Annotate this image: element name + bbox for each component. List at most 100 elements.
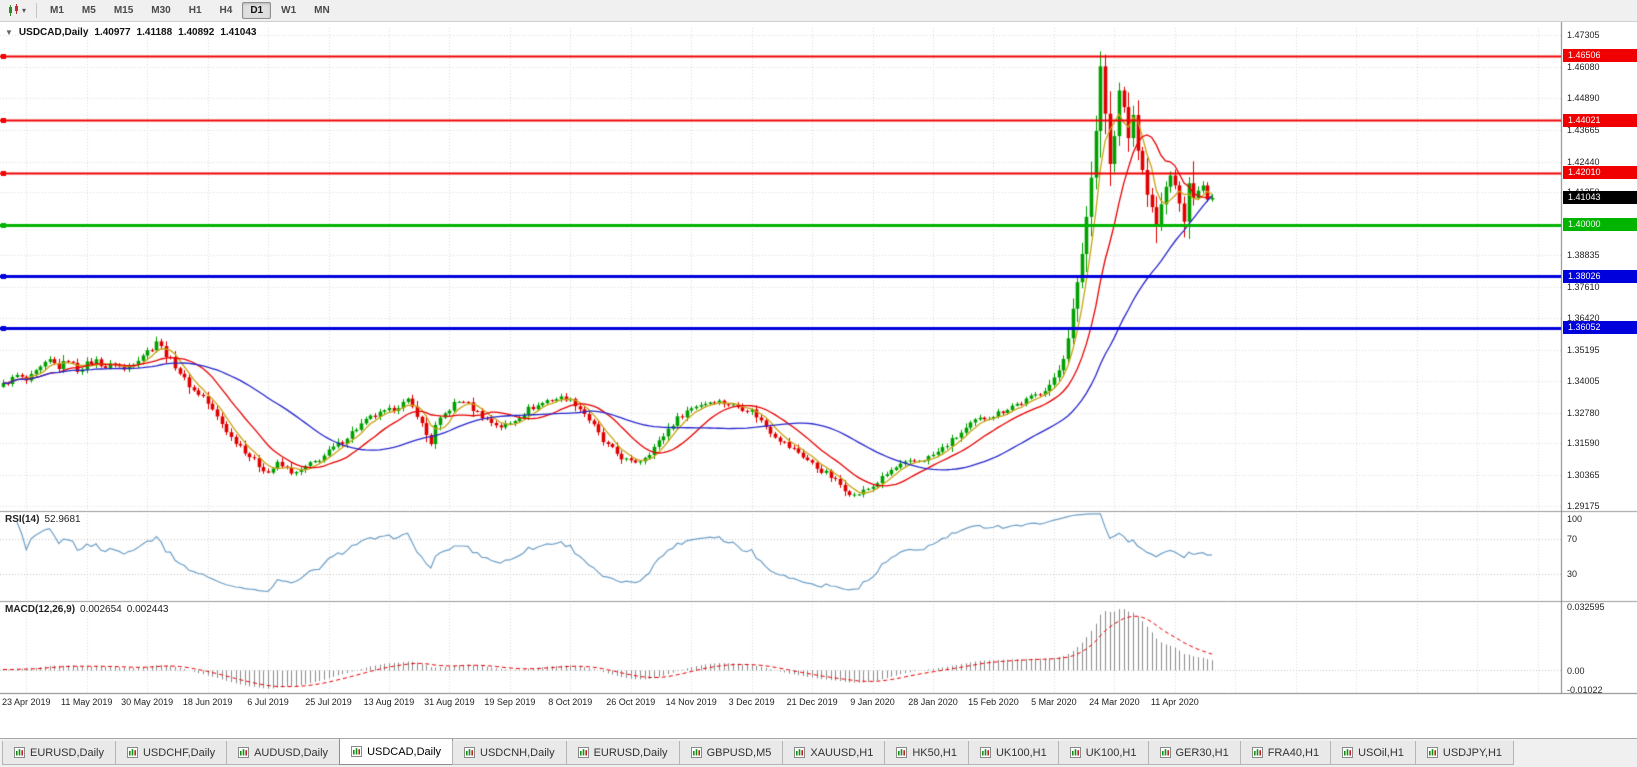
date-axis-label: 9 Jan 2020 bbox=[850, 697, 895, 707]
timeframe-button-m5[interactable]: M5 bbox=[81, 5, 96, 16]
macd-axis-tick: -0.01022 bbox=[1567, 685, 1603, 696]
macd-main-value: 0.002654 bbox=[80, 604, 122, 615]
date-axis-label: 3 Dec 2019 bbox=[728, 697, 775, 707]
price-level-tag-1-44021[interactable]: 1.44021 bbox=[1563, 113, 1637, 127]
price-level-tag-1-46506[interactable]: 1.46506 bbox=[1563, 49, 1637, 63]
chart-tab-usdchf-daily[interactable]: USDCHF,Daily bbox=[114, 741, 228, 765]
chart-tab-usdcad-daily[interactable]: USDCAD,Daily bbox=[339, 739, 454, 765]
rsi-axis-tick: 70 bbox=[1567, 534, 1578, 545]
chart-tab-eurusd-daily[interactable]: EURUSD,Daily bbox=[2, 741, 116, 765]
price-chart-canvas[interactable] bbox=[0, 22, 1637, 738]
timeframe-button-m15[interactable]: M15 bbox=[113, 5, 134, 16]
rsi-value: 52.9681 bbox=[44, 514, 81, 525]
timeframe-button-mn[interactable]: MN bbox=[314, 5, 330, 16]
chart-tab-icon bbox=[1426, 747, 1438, 758]
chart-tab-label: GBPUSD,M5 bbox=[706, 746, 772, 759]
price-level-tag-1-40000[interactable]: 1.40000 bbox=[1563, 218, 1637, 232]
rsi-axis-tick: 30 bbox=[1567, 568, 1578, 579]
chart-tab-icon bbox=[577, 747, 589, 758]
price-axis-tick: 1.32780 bbox=[1567, 407, 1600, 418]
chart-tab-uk100-h1[interactable]: UK100,H1 bbox=[1057, 741, 1149, 765]
chart-tab-icon bbox=[1251, 747, 1263, 758]
timeframe-button-h1[interactable]: H1 bbox=[188, 5, 202, 16]
chart-tab-label: FRA40,H1 bbox=[1267, 746, 1320, 759]
date-axis-label: 14 Nov 2019 bbox=[665, 697, 717, 707]
macd-name: MACD(12,26,9) bbox=[5, 604, 76, 615]
date-axis-label: 19 Sep 2019 bbox=[484, 697, 536, 707]
price-axis-tick: 1.42440 bbox=[1567, 156, 1600, 167]
timeframe-button-m30[interactable]: M30 bbox=[151, 5, 171, 16]
chart-tab-icon bbox=[896, 747, 908, 758]
chart-tab-label: EURUSD,Daily bbox=[593, 746, 668, 759]
time-axis[interactable] bbox=[0, 694, 1562, 714]
chart-header: ▼ USDCAD,Daily 1.40977 1.41188 1.40892 1… bbox=[5, 27, 256, 38]
chart-tab-audusd-daily[interactable]: AUDUSD,Daily bbox=[226, 741, 341, 765]
chart-tab-label: AUDUSD,Daily bbox=[254, 746, 329, 759]
chart-tab-usoil-h1[interactable]: USOil,H1 bbox=[1330, 741, 1416, 765]
date-axis-label: 11 May 2019 bbox=[61, 697, 113, 707]
chart-type-dropdown-button[interactable]: ▾ bbox=[4, 3, 29, 18]
chart-tab-gbpusd-m5[interactable]: GBPUSD,M5 bbox=[678, 741, 784, 765]
chart-tab-usdcnh-daily[interactable]: USDCNH,Daily bbox=[452, 741, 567, 765]
timeframe-button-m1[interactable]: M1 bbox=[50, 5, 64, 16]
chart-tab-icon bbox=[238, 747, 250, 758]
date-axis-label: 5 Mar 2020 bbox=[1031, 697, 1077, 707]
chart-tab-usdjpy-h1[interactable]: USDJPY,H1 bbox=[1414, 741, 1515, 765]
date-axis-label: 30 May 2019 bbox=[121, 697, 174, 707]
rsi-name: RSI(14) bbox=[5, 514, 40, 525]
chart-tab-ger30-h1[interactable]: GER30,H1 bbox=[1147, 741, 1241, 765]
date-axis-label: 31 Aug 2019 bbox=[424, 697, 475, 707]
chart-tab-xauusd-h1[interactable]: XAUUSD,H1 bbox=[782, 741, 886, 765]
chart-tab-hk50-h1[interactable]: HK50,H1 bbox=[884, 741, 969, 765]
price-level-tag-1-42010[interactable]: 1.42010 bbox=[1563, 166, 1637, 180]
ohlc-low: 1.40892 bbox=[178, 27, 215, 38]
chart-tab-label: UK100,H1 bbox=[1085, 746, 1137, 759]
timeframe-button-d1[interactable]: D1 bbox=[242, 2, 272, 19]
chart-window: ▼ USDCAD,Daily 1.40977 1.41188 1.40892 1… bbox=[0, 22, 1637, 738]
candlestick-chart-icon bbox=[7, 4, 21, 17]
chart-tab-icon bbox=[351, 746, 363, 757]
rsi-axis-tick: 100 bbox=[1567, 514, 1583, 524]
ohlc-open: 1.40977 bbox=[94, 27, 131, 38]
chart-tab-label: USDCAD,Daily bbox=[367, 745, 442, 758]
macd-signal-value: 0.002443 bbox=[126, 604, 169, 615]
price-axis-tick: 1.31590 bbox=[1567, 438, 1600, 449]
chart-tab-icon bbox=[690, 747, 702, 758]
chart-tab-uk100-h1[interactable]: UK100,H1 bbox=[967, 741, 1059, 765]
date-axis-label: 24 Mar 2020 bbox=[1089, 697, 1140, 707]
chart-tab-icon bbox=[979, 747, 991, 758]
price-level-tag-1-38026[interactable]: 1.38026 bbox=[1563, 269, 1637, 283]
price-axis-tick: 1.44890 bbox=[1567, 92, 1600, 103]
chart-tab-icon bbox=[794, 747, 806, 758]
one-click-trading-toggle[interactable]: ▼ bbox=[5, 28, 13, 37]
date-axis-label: 11 Apr 2020 bbox=[1150, 697, 1199, 707]
chart-tab-icon bbox=[1069, 747, 1081, 758]
chart-tabs-bar: EURUSD,Daily USDCHF,Daily AUDUSD,Daily USDC… bbox=[0, 738, 1637, 767]
date-axis-label: 26 Oct 2019 bbox=[606, 697, 656, 707]
timeframe-button-w1[interactable]: W1 bbox=[281, 5, 297, 16]
chart-tab-fra40-h1[interactable]: FRA40,H1 bbox=[1239, 741, 1332, 765]
macd-indicator-label: MACD(12,26,9) 0.002654 0.002443 bbox=[5, 604, 168, 615]
price-level-tag-1-36052[interactable]: 1.36052 bbox=[1563, 321, 1637, 335]
date-axis-label: 25 Jul 2019 bbox=[305, 697, 352, 707]
price-axis-tick: 1.37610 bbox=[1567, 282, 1600, 293]
date-axis-label: 15 Feb 2020 bbox=[968, 697, 1019, 707]
price-axis-tick: 1.29175 bbox=[1567, 501, 1600, 512]
macd-axis-tick: 0.032595 bbox=[1567, 601, 1605, 612]
chart-tab-label: HK50,H1 bbox=[912, 746, 957, 759]
price-axis-tick: 1.43665 bbox=[1567, 124, 1600, 135]
chart-tab-label: USDCHF,Daily bbox=[142, 746, 216, 759]
chart-tab-label: USDCNH,Daily bbox=[480, 746, 555, 759]
ohlc-close: 1.41043 bbox=[220, 27, 257, 38]
price-axis-tick: 1.47305 bbox=[1567, 30, 1600, 41]
rsi-indicator-label: RSI(14) 52.9681 bbox=[5, 514, 81, 525]
timeframe-button-h4[interactable]: H4 bbox=[219, 5, 233, 16]
chart-tab-icon bbox=[464, 747, 476, 758]
chart-tab-eurusd-daily[interactable]: EURUSD,Daily bbox=[565, 741, 680, 765]
chart-tab-icon bbox=[1159, 747, 1171, 758]
chart-symbol-title: USDCAD,Daily bbox=[18, 27, 89, 38]
chart-tab-label: UK100,H1 bbox=[995, 746, 1047, 759]
chart-tab-icon bbox=[126, 747, 138, 758]
date-axis-label: 23 Apr 2019 bbox=[1, 697, 51, 707]
price-axis-tick: 1.46080 bbox=[1567, 61, 1600, 72]
